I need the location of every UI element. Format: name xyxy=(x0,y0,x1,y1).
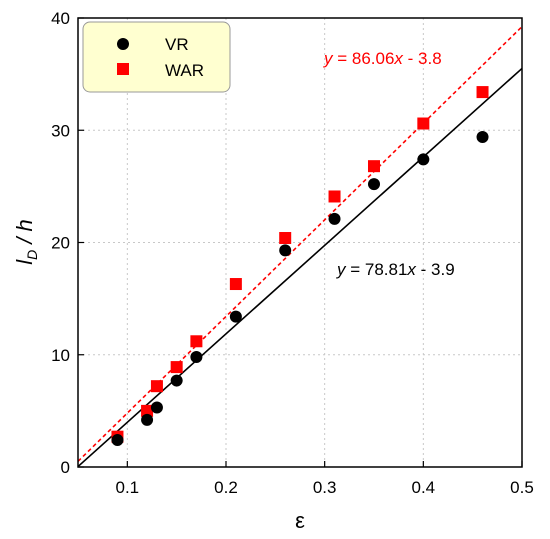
y-axis-label: lD / h xyxy=(12,219,40,265)
legend-box xyxy=(82,21,231,93)
point-vr xyxy=(229,310,242,323)
vr-fit-equation: y = 78.81x - 3.9 xyxy=(336,260,455,279)
data-points xyxy=(111,86,489,447)
fit-line-vr xyxy=(78,67,522,467)
point-vr xyxy=(111,434,124,447)
point-vr xyxy=(170,374,183,387)
point-vr xyxy=(368,178,380,191)
legend-label-war: WAR xyxy=(165,61,204,80)
x-tick-label: 0.1 xyxy=(116,478,140,497)
y-tick-label: 40 xyxy=(51,9,70,28)
point-war xyxy=(368,160,380,173)
point-vr xyxy=(279,244,292,257)
fit-line-war xyxy=(78,26,522,462)
y-axis-label-main: l xyxy=(12,259,37,265)
y-axis-label-sub: D xyxy=(24,250,40,260)
point-war xyxy=(476,86,489,99)
grid-lines xyxy=(78,18,522,467)
legend-marker-vr xyxy=(117,38,129,50)
legend-marker-war xyxy=(117,63,129,75)
war-fit-equation: y = 86.06x - 3.8 xyxy=(323,49,442,68)
x-axis-label: ε xyxy=(295,508,305,533)
point-vr xyxy=(150,401,163,414)
fit-lines xyxy=(78,26,522,467)
y-tick-label: 20 xyxy=(51,234,70,253)
y-axis-ticks: 0 10 20 30 40 xyxy=(51,9,84,477)
x-tick-label: 0.5 xyxy=(510,478,534,497)
point-war xyxy=(170,361,183,374)
x-axis-ticks: 0.1 0.2 0.3 0.4 0.5 xyxy=(116,461,534,497)
legend: VR WAR xyxy=(82,21,231,93)
point-vr xyxy=(190,350,203,363)
legend-label-vr: VR xyxy=(165,35,189,54)
point-war xyxy=(229,278,242,291)
point-war xyxy=(190,335,203,348)
point-vr xyxy=(328,212,341,225)
point-war xyxy=(141,404,154,417)
y-tick-label: 10 xyxy=(51,346,70,365)
point-vr xyxy=(417,153,430,166)
point-war xyxy=(279,232,292,245)
point-war xyxy=(328,190,341,203)
x-tick-label: 0.4 xyxy=(412,478,436,497)
y-tick-label: 0 xyxy=(61,458,70,477)
point-vr xyxy=(141,413,154,426)
x-tick-label: 0.3 xyxy=(313,478,337,497)
point-war xyxy=(150,380,163,393)
point-war xyxy=(417,117,430,130)
y-tick-label: 30 xyxy=(51,121,70,140)
point-vr xyxy=(476,130,489,143)
y-axis-label-rest: / h xyxy=(12,219,37,250)
x-tick-label: 0.2 xyxy=(214,478,238,497)
